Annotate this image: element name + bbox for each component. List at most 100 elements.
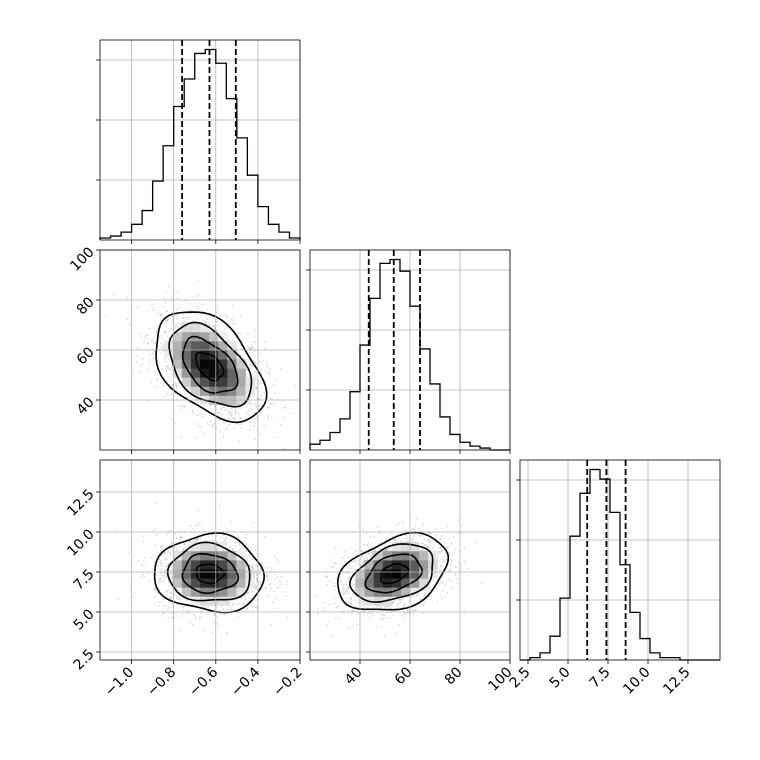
scatter-point [367,552,369,555]
density-cell [172,340,183,351]
density-cell [227,350,237,360]
scatter-point [149,359,151,361]
scatter-point [371,553,374,556]
scatter-point [332,597,335,599]
scatter-point [371,551,374,554]
density-cell [419,578,429,588]
scatter-point [199,413,201,416]
scatter-point [252,521,254,524]
scatter-point [273,436,276,438]
scatter-point [356,612,359,615]
scatter-point [263,424,265,426]
scatter-point [267,576,269,578]
density-cell [209,596,219,606]
scatter-point [444,551,447,554]
scatter-point [228,545,231,548]
scatter-point [169,597,172,599]
density-cell [181,331,192,342]
scatter-point [444,541,447,544]
density-cell [364,578,375,588]
scatter-point [259,396,261,399]
scatter-point [384,538,387,541]
scatter-point [246,593,249,595]
scatter-point [176,597,178,600]
scatter-point [450,543,453,546]
scatter-point [322,609,325,612]
x-tick-label: 7.5 [587,664,614,691]
scatter-point [253,425,256,427]
density-cell [410,541,420,552]
scatter-point [212,424,214,426]
scatter-point [353,598,356,601]
scatter-point [452,536,455,539]
scatter-point [272,402,275,405]
density-cell [373,560,384,570]
scatter-point [395,539,397,542]
scatter-point [253,598,256,601]
scatter-point [439,564,442,567]
scatter-point [378,542,381,545]
scatter-point [258,569,261,572]
scatter-point [456,578,458,580]
scatter-point [160,315,163,317]
scatter-point [170,369,172,372]
scatter-point [268,373,270,375]
scatter-point [350,602,353,605]
scatter-point [194,615,197,617]
scatter-point [147,342,150,345]
density-cell [391,569,402,579]
hist-panel-1 [306,249,511,454]
scatter-point [147,350,150,352]
scatter-point [234,545,237,547]
scatter-point [178,598,180,600]
scatter-point [254,361,256,363]
scatter-point [404,603,407,606]
scatter-point [233,319,235,322]
scatter-point [169,592,172,594]
density-cell [181,322,192,333]
scatter-point [170,322,172,325]
scatter-point [243,350,245,353]
scatter-point [423,538,426,541]
scatter-point [259,433,262,436]
scatter-point [167,581,170,583]
scatter-point [356,623,358,626]
scatter-point [295,384,297,387]
scatter-point [211,533,214,536]
scatter-point [179,538,182,540]
scatter-point [382,613,384,616]
scatter-point [474,541,477,544]
scatter-point [256,577,258,580]
scatter-point [345,592,347,595]
scatter-point [439,552,441,555]
scatter-point [159,562,161,565]
scatter-point [346,586,349,588]
scatter-point [428,533,431,536]
scatter-point [412,534,415,537]
scatter-point [412,528,415,530]
scatter-point [165,360,168,363]
density-cell [190,578,201,588]
scatter-point [248,546,250,548]
scatter-point [442,558,444,561]
scatter-point [165,335,168,338]
scatter-point [194,540,197,542]
scatter-point [441,549,444,551]
density-cell [227,386,237,396]
scatter-point [162,297,165,300]
scatter-point [259,568,262,570]
scatter-point [394,633,397,635]
scatter-point [438,569,441,572]
scatter-point [253,350,256,353]
scatter-point [265,576,268,579]
scatter-point [216,329,219,332]
scatter-point [204,321,207,324]
scatter-point [205,422,208,425]
scatter-point [362,558,365,561]
scatter-point [196,539,199,542]
scatter-point [185,316,188,319]
x-tick-label: −0.8 [144,664,179,699]
scatter-point [256,386,258,388]
scatter-point [216,311,218,314]
density-cell [172,578,183,588]
